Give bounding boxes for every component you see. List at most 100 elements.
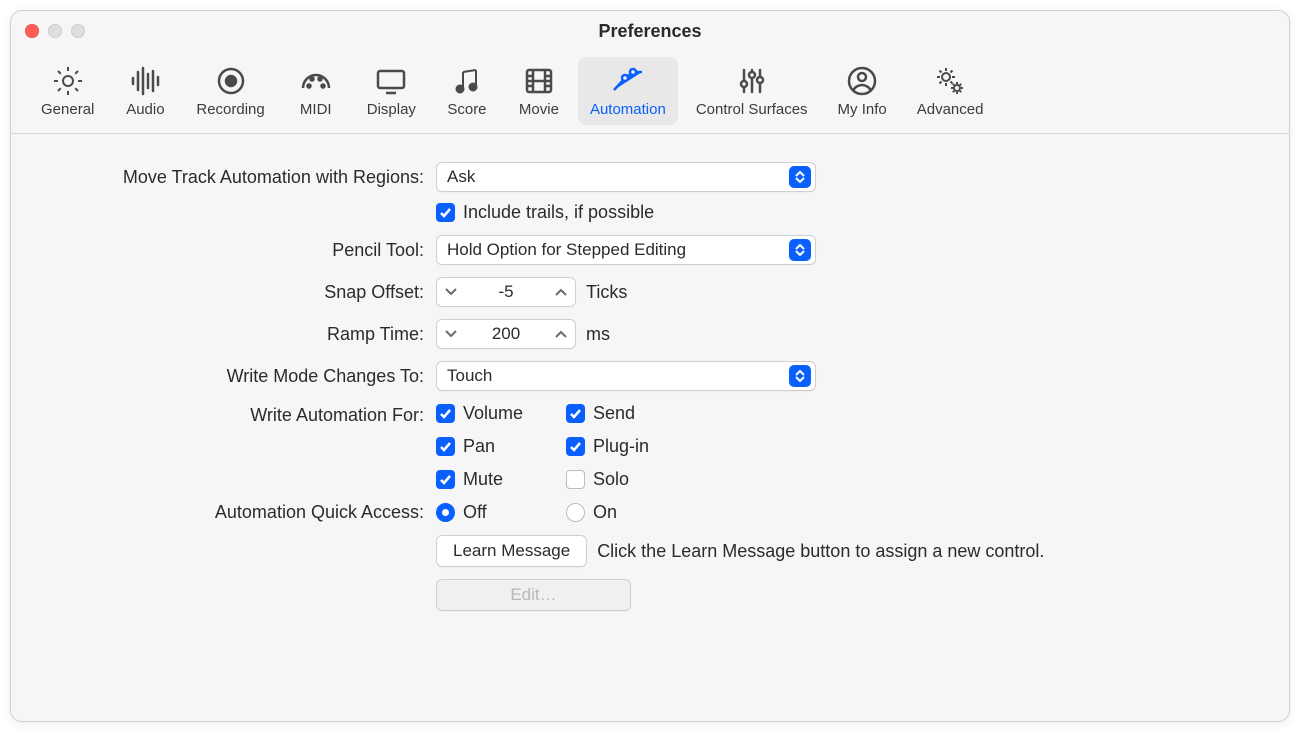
midi-gauge-icon bbox=[299, 63, 333, 99]
tab-advanced[interactable]: Advanced bbox=[905, 57, 996, 125]
tab-label: Control Surfaces bbox=[696, 101, 808, 119]
stepper-up-button[interactable] bbox=[547, 320, 575, 348]
tab-label: Audio bbox=[126, 101, 164, 119]
tab-label: Recording bbox=[196, 101, 264, 119]
solo-checkbox[interactable] bbox=[566, 470, 585, 489]
film-icon bbox=[522, 63, 556, 99]
content-area: Move Track Automation with Regions: Ask bbox=[11, 134, 1289, 721]
tab-control-surfaces[interactable]: Control Surfaces bbox=[684, 57, 820, 125]
send-checkbox[interactable] bbox=[566, 404, 585, 423]
mute-checkbox[interactable] bbox=[436, 470, 455, 489]
write-automation-for-label: Write Automation For: bbox=[51, 403, 436, 426]
automation-nodes-icon bbox=[611, 63, 645, 99]
display-icon bbox=[374, 63, 408, 99]
write-mode-label: Write Mode Changes To: bbox=[51, 366, 436, 387]
tab-label: Advanced bbox=[917, 101, 984, 119]
write-auto-option: Mute bbox=[436, 469, 566, 490]
plug-in-checkbox[interactable] bbox=[566, 437, 585, 456]
zoom-window-button[interactable] bbox=[71, 24, 85, 38]
write-auto-option: Volume bbox=[436, 403, 566, 424]
tab-display[interactable]: Display bbox=[355, 57, 428, 125]
minimize-window-button[interactable] bbox=[48, 24, 62, 38]
edit-button-label: Edit… bbox=[510, 585, 556, 605]
pencil-tool-select[interactable]: Hold Option for Stepped Editing bbox=[436, 235, 816, 265]
write-mode-value: Touch bbox=[447, 366, 789, 386]
learn-message-button[interactable]: Learn Message bbox=[436, 535, 587, 567]
music-notes-icon bbox=[450, 63, 484, 99]
radio-label: On bbox=[593, 502, 617, 523]
checkbox-label: Mute bbox=[463, 469, 503, 490]
stepper-up-button[interactable] bbox=[547, 278, 575, 306]
tab-automation[interactable]: Automation bbox=[578, 57, 678, 125]
ramp-time-stepper[interactable]: 200 bbox=[436, 319, 576, 349]
record-circle-icon bbox=[214, 63, 248, 99]
snap-offset-stepper[interactable]: -5 bbox=[436, 277, 576, 307]
volume-checkbox[interactable] bbox=[436, 404, 455, 423]
tab-label: Score bbox=[447, 101, 486, 119]
tab-label: General bbox=[41, 101, 94, 119]
checkbox-label: Send bbox=[593, 403, 635, 424]
ramp-time-label: Ramp Time: bbox=[51, 324, 436, 345]
move-track-select[interactable]: Ask bbox=[436, 162, 816, 192]
ramp-time-value: 200 bbox=[465, 324, 547, 344]
checkbox-label: Solo bbox=[593, 469, 629, 490]
quick-access-on-radio[interactable] bbox=[566, 503, 585, 522]
snap-offset-value: -5 bbox=[465, 282, 547, 302]
quick-access-off-radio[interactable] bbox=[436, 503, 455, 522]
edit-button[interactable]: Edit… bbox=[436, 579, 631, 611]
tab-my-info[interactable]: My Info bbox=[826, 57, 899, 125]
preferences-window: Preferences General Audio Recording MIDI Dis… bbox=[10, 10, 1290, 722]
quick-access-option: On bbox=[566, 502, 696, 523]
quick-access-label: Automation Quick Access: bbox=[51, 502, 436, 523]
write-auto-option: Send bbox=[566, 403, 696, 424]
quick-access-option: Off bbox=[436, 502, 566, 523]
tab-label: Display bbox=[367, 101, 416, 119]
tab-score[interactable]: Score bbox=[434, 57, 500, 125]
tab-label: MIDI bbox=[300, 101, 332, 119]
write-mode-select[interactable]: Touch bbox=[436, 361, 816, 391]
toolbar: General Audio Recording MIDI Display Score Mov… bbox=[11, 51, 1289, 134]
include-trails-checkbox[interactable] bbox=[436, 203, 455, 222]
tab-movie[interactable]: Movie bbox=[506, 57, 572, 125]
tab-audio[interactable]: Audio bbox=[112, 57, 178, 125]
write-auto-option: Pan bbox=[436, 436, 566, 457]
tab-label: My Info bbox=[838, 101, 887, 119]
stepper-down-button[interactable] bbox=[437, 320, 465, 348]
learn-message-hint: Click the Learn Message button to assign… bbox=[597, 541, 1044, 562]
select-arrows-icon bbox=[789, 365, 811, 387]
move-track-value: Ask bbox=[447, 167, 789, 187]
ramp-time-unit: ms bbox=[586, 324, 610, 345]
pencil-tool-value: Hold Option for Stepped Editing bbox=[447, 240, 789, 260]
write-auto-option: Plug-in bbox=[566, 436, 696, 457]
pencil-tool-label: Pencil Tool: bbox=[51, 240, 436, 261]
window-title: Preferences bbox=[11, 21, 1289, 42]
tab-recording[interactable]: Recording bbox=[184, 57, 276, 125]
write-automation-grid: Volume Send Pan Plug-in Mute Solo bbox=[436, 403, 696, 490]
traffic-lights bbox=[25, 24, 85, 38]
waveform-icon bbox=[128, 63, 162, 99]
double-gear-icon bbox=[933, 63, 967, 99]
titlebar: Preferences bbox=[11, 11, 1289, 51]
quick-access-grid: Off On bbox=[436, 502, 696, 523]
select-arrows-icon bbox=[789, 239, 811, 261]
write-auto-option: Solo bbox=[566, 469, 696, 490]
person-circle-icon bbox=[845, 63, 879, 99]
checkbox-label: Pan bbox=[463, 436, 495, 457]
gear-icon bbox=[51, 63, 85, 99]
checkbox-label: Plug-in bbox=[593, 436, 649, 457]
sliders-icon bbox=[735, 63, 769, 99]
tab-midi[interactable]: MIDI bbox=[283, 57, 349, 125]
close-window-button[interactable] bbox=[25, 24, 39, 38]
move-track-label: Move Track Automation with Regions: bbox=[51, 167, 436, 188]
stepper-down-button[interactable] bbox=[437, 278, 465, 306]
tab-label: Automation bbox=[590, 101, 666, 119]
learn-message-label: Learn Message bbox=[453, 541, 570, 561]
tab-label: Movie bbox=[519, 101, 559, 119]
include-trails-label: Include trails, if possible bbox=[463, 202, 654, 223]
checkbox-label: Volume bbox=[463, 403, 523, 424]
tab-general[interactable]: General bbox=[29, 57, 106, 125]
pan-checkbox[interactable] bbox=[436, 437, 455, 456]
radio-label: Off bbox=[463, 502, 487, 523]
select-arrows-icon bbox=[789, 166, 811, 188]
snap-offset-unit: Ticks bbox=[586, 282, 627, 303]
